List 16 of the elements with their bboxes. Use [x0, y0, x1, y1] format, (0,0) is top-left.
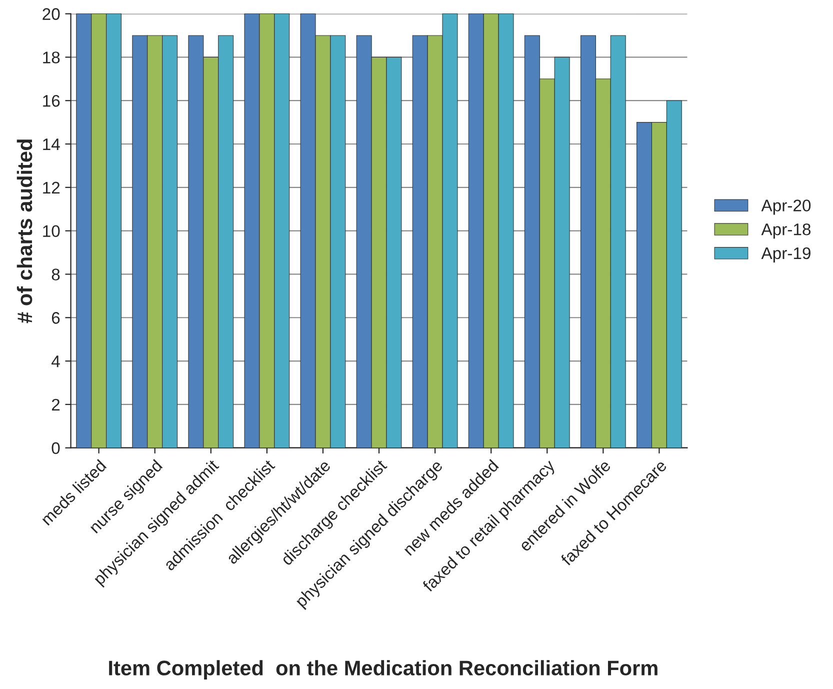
y-tick-label: 12	[43, 182, 60, 194]
y-tick-label: 16	[43, 94, 60, 107]
y-tick-label: 4	[52, 356, 60, 368]
y-tick-label: 8	[52, 268, 60, 280]
y-tick-label: 2	[52, 398, 60, 410]
y-axis-title: # of charts audited	[16, 140, 32, 324]
x-axis-title: Item Completed on the Medication Reconciliation Form	[109, 660, 658, 680]
y-tick-label: 20	[42, 8, 60, 20]
y-tick-label: 6	[52, 312, 60, 324]
legend-label: Apr-18	[761, 223, 811, 239]
legend-label: Apr-20	[761, 200, 811, 215]
legend-label: Apr-19	[761, 247, 810, 262]
y-tick-label: 0	[52, 442, 60, 454]
y-tick-label: 14	[43, 138, 60, 150]
y-tick-label: 18	[43, 52, 60, 64]
y-tick-label: 10	[43, 225, 60, 238]
